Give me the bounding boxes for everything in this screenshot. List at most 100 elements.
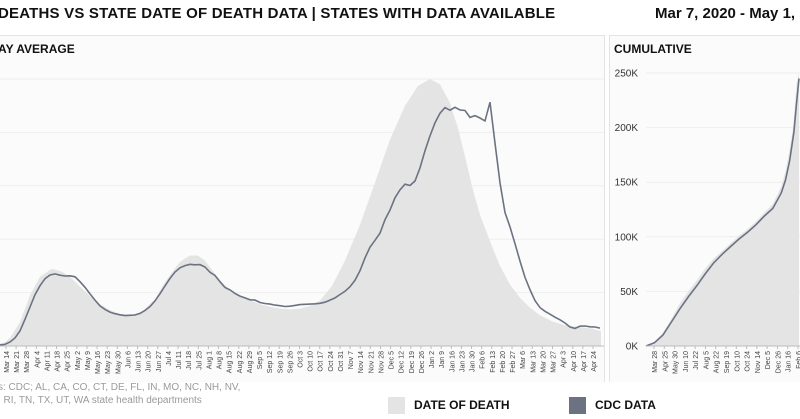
x-tick-label: Jan 16 — [449, 351, 456, 372]
sources-note: s: CDC; AL, CA, CO, CT, DE, FL, IN, MO, … — [0, 381, 240, 407]
x-tick-label: Mar 21 — [14, 351, 21, 373]
x-tick-label: Dec 19 — [409, 351, 416, 373]
x-tick-label: Nov 21 — [368, 351, 375, 373]
x-tick-label: Sep 19 — [724, 351, 731, 373]
legend-date-of-death: DATE OF DEATH — [388, 395, 510, 415]
x-tick-label: Jul 11 — [176, 351, 183, 369]
x-tick-label: Sep 5 — [257, 351, 264, 369]
x-tick-label: Apr 17 — [581, 351, 588, 372]
x-tick-label: Feb 13 — [490, 351, 497, 373]
cumulative-date-of-death-area — [646, 73, 799, 346]
x-tick-label: Jun 20 — [146, 351, 153, 372]
x-tick-label: Feb 6 — [796, 351, 800, 369]
y-tick-label: 50K — [620, 287, 638, 298]
x-tick-label: Jan 30 — [470, 351, 477, 372]
x-tick-label: Aug 5 — [703, 351, 710, 369]
cumulative-cdc-data-line — [645, 78, 800, 347]
cdc-data-line — [0, 101, 601, 346]
x-tick-label: Dec 26 — [775, 351, 782, 373]
legend-cdc-data: CDC DATA — [569, 395, 656, 415]
x-tick-label: Aug 22 — [714, 351, 721, 373]
x-tick-label: Apr 18 — [55, 351, 62, 372]
x-tick-label: Jan 2 — [429, 351, 436, 368]
daily-average-panel: AY AVERAGE Mar 14 Mar 21 Mar 28 Apr 4 Apr 11… — [0, 35, 605, 382]
x-tick-label: Aug 8 — [217, 351, 224, 369]
x-tick-label: Mar 28 — [652, 351, 659, 373]
x-tick-label: Nov 7 — [348, 351, 355, 369]
x-tick-label: Apr 11 — [44, 351, 51, 371]
x-tick-label: Oct 17 — [318, 351, 325, 372]
x-tick-label: Feb 27 — [510, 351, 517, 373]
x-tick-label: Apr 10 — [571, 351, 578, 372]
x-tick-label: Mar 6 — [520, 351, 527, 369]
x-tick-label: Nov 14 — [755, 351, 762, 373]
cumulative-chart: 0K 50K 100K 150K 200K 250K Mar 28 Apr 25 May 30… — [615, 69, 800, 374]
x-tick-label: May 2 — [75, 351, 82, 370]
x-tick-label: May 9 — [85, 351, 92, 370]
cumulative-panel: CUMULATIVE 0K 50K 100K 150K 200K 250K Mar 28 A… — [609, 35, 800, 382]
x-tick-label: Apr 3 — [561, 351, 568, 368]
y-tick-label: 150K — [615, 178, 639, 189]
x-tick-label: Feb 6 — [480, 351, 487, 369]
x-tick-label: Sep 12 — [267, 351, 274, 373]
legend-label-date-of-death: DATE OF DEATH — [414, 398, 510, 412]
x-tick-label: Oct 10 — [308, 351, 315, 372]
y-tick-label: 100K — [615, 232, 639, 243]
chart-title: DEATHS VS STATE DATE OF DEATH DATA | STA… — [0, 5, 556, 22]
sources-line-2: , RI, TN, TX, UT, WA state health depart… — [0, 395, 202, 406]
x-tick-label: May 30 — [115, 351, 122, 374]
x-tick-label: Mar 20 — [540, 351, 547, 373]
x-tick-label: Apr 25 — [65, 351, 72, 372]
x-tick-label: Mar 27 — [551, 351, 558, 373]
x-tick-label: Oct 24 — [745, 351, 752, 372]
x-tick-label: Jun 6 — [125, 351, 132, 368]
x-tick-label: Jun 13 — [136, 351, 143, 372]
x-tick-label: Jul 22 — [693, 351, 700, 370]
x-tick-label: Dec 5 — [389, 351, 396, 369]
x-tick-label: Jun 10 — [683, 351, 690, 372]
x-tick-label: Oct 31 — [338, 351, 345, 372]
x-tick-label: Aug 29 — [247, 351, 254, 373]
y-tick-label: 250K — [615, 69, 639, 80]
x-tick-label: May 30 — [673, 351, 680, 374]
x-tick-label: Jul 4 — [166, 351, 173, 366]
x-tick-label: Jan 23 — [459, 351, 466, 372]
x-tick-label: Oct 24 — [328, 351, 335, 372]
x-tick-label: Feb 20 — [500, 351, 507, 373]
x-tick-label: Mar 13 — [530, 351, 537, 373]
x-tick-label: Apr 4 — [34, 351, 41, 368]
x-tick-label: Jan 9 — [439, 351, 446, 368]
x-tick-label: Aug 15 — [227, 351, 234, 373]
x-tick-label: Dec 5 — [765, 351, 772, 369]
x-tick-label: Sep 26 — [287, 351, 294, 373]
daily-average-chart: Mar 14 Mar 21 Mar 28 Apr 4 Apr 11 Apr 18 Apr 2… — [0, 78, 604, 374]
y-tick-label: 0K — [626, 342, 639, 353]
x-tick-label: Jul 18 — [186, 351, 193, 370]
x-tick-label: Jan 16 — [786, 351, 793, 372]
x-tick-label: Oct 3 — [298, 351, 305, 368]
x-tick-label: May 23 — [105, 351, 112, 374]
cumulative-title: CUMULATIVE — [614, 42, 692, 56]
x-tick-label: Jul 25 — [196, 351, 203, 370]
x-tick-label: Dec 26 — [419, 351, 426, 373]
legend-label-cdc-data: CDC DATA — [595, 398, 656, 412]
x-tick-label: Apr 25 — [662, 351, 669, 372]
x-tick-label: May 16 — [95, 351, 102, 374]
x-tick-label: Jun 27 — [156, 351, 163, 372]
x-tick-label: Oct 10 — [734, 351, 741, 372]
legend-swatch-date-of-death — [388, 396, 405, 414]
x-tick-label: Dec 12 — [399, 351, 406, 373]
date-of-death-area — [0, 79, 601, 346]
x-tick-label: Aug 22 — [237, 351, 244, 373]
x-tick-label: Aug 1 — [206, 351, 213, 369]
x-tick-label: Apr 24 — [591, 351, 598, 372]
daily-average-title: AY AVERAGE — [0, 42, 75, 56]
y-tick-label: 200K — [615, 123, 639, 134]
x-tick-label: Sep 19 — [277, 351, 284, 373]
date-range: Mar 7, 2020 - May 1, — [655, 5, 796, 22]
x-tick-label: Mar 28 — [24, 351, 31, 373]
x-tick-label: Nov 28 — [378, 351, 385, 373]
x-tick-label: Mar 14 — [4, 351, 11, 373]
x-tick-label: Nov 14 — [358, 351, 365, 373]
sources-line-1: s: CDC; AL, CA, CO, CT, DE, FL, IN, MO, … — [0, 382, 241, 393]
